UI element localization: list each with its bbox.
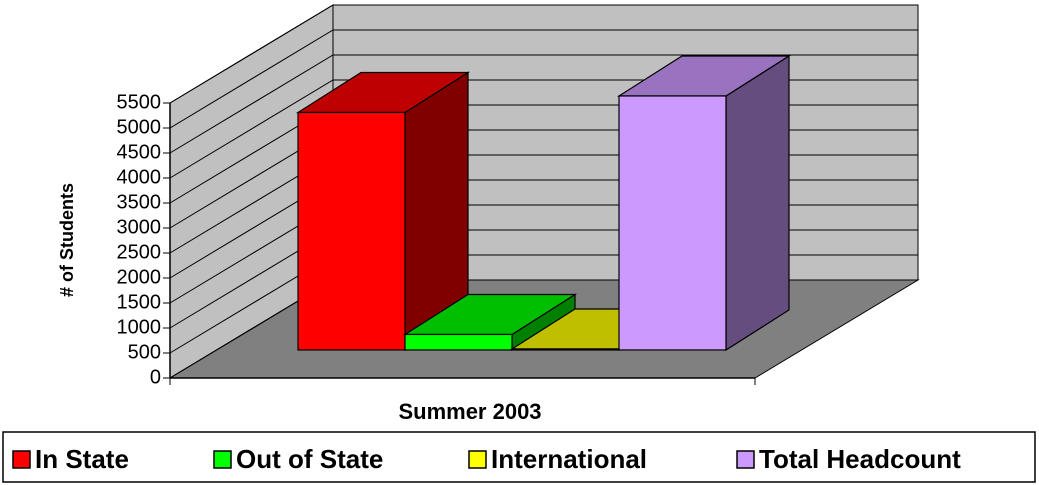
y-tick-label: 5500 <box>117 91 162 113</box>
bar-front <box>511 348 620 351</box>
bar-front <box>297 111 406 351</box>
legend-swatch <box>468 450 487 469</box>
y-tick-label: 4500 <box>117 141 162 163</box>
legend-swatch <box>213 450 232 469</box>
y-tick-label: 4000 <box>117 166 162 188</box>
y-tick-label: 2000 <box>117 266 162 288</box>
x-category-label: Summer 2003 <box>398 399 541 424</box>
y-tick-label: 1500 <box>117 291 162 313</box>
grid-line <box>169 4 918 104</box>
y-tick-label: 5000 <box>117 116 162 138</box>
legend-box <box>2 431 1036 483</box>
grid-line <box>169 29 918 129</box>
bar <box>616 54 792 352</box>
y-tick-label: 1000 <box>117 316 162 338</box>
legend-swatch <box>736 450 755 469</box>
y-tick-label: 2500 <box>117 241 162 263</box>
legend-swatch <box>12 450 31 469</box>
y-tick-label: 500 <box>128 341 161 363</box>
legend-label: In State <box>35 444 129 474</box>
grid-line <box>169 54 918 154</box>
y-tick-label: 3000 <box>117 216 162 238</box>
legend-label: International <box>491 444 647 474</box>
y-axis-label: # of Students <box>57 183 77 297</box>
legend-label: Out of State <box>236 444 383 474</box>
y-tick-label: 0 <box>150 366 161 388</box>
bar-front <box>404 333 513 351</box>
y-tick-label: 3500 <box>117 191 162 213</box>
legend-label: Total Headcount <box>759 444 961 474</box>
bar <box>295 71 471 352</box>
bar-side <box>725 54 790 352</box>
bar-front <box>618 95 727 351</box>
